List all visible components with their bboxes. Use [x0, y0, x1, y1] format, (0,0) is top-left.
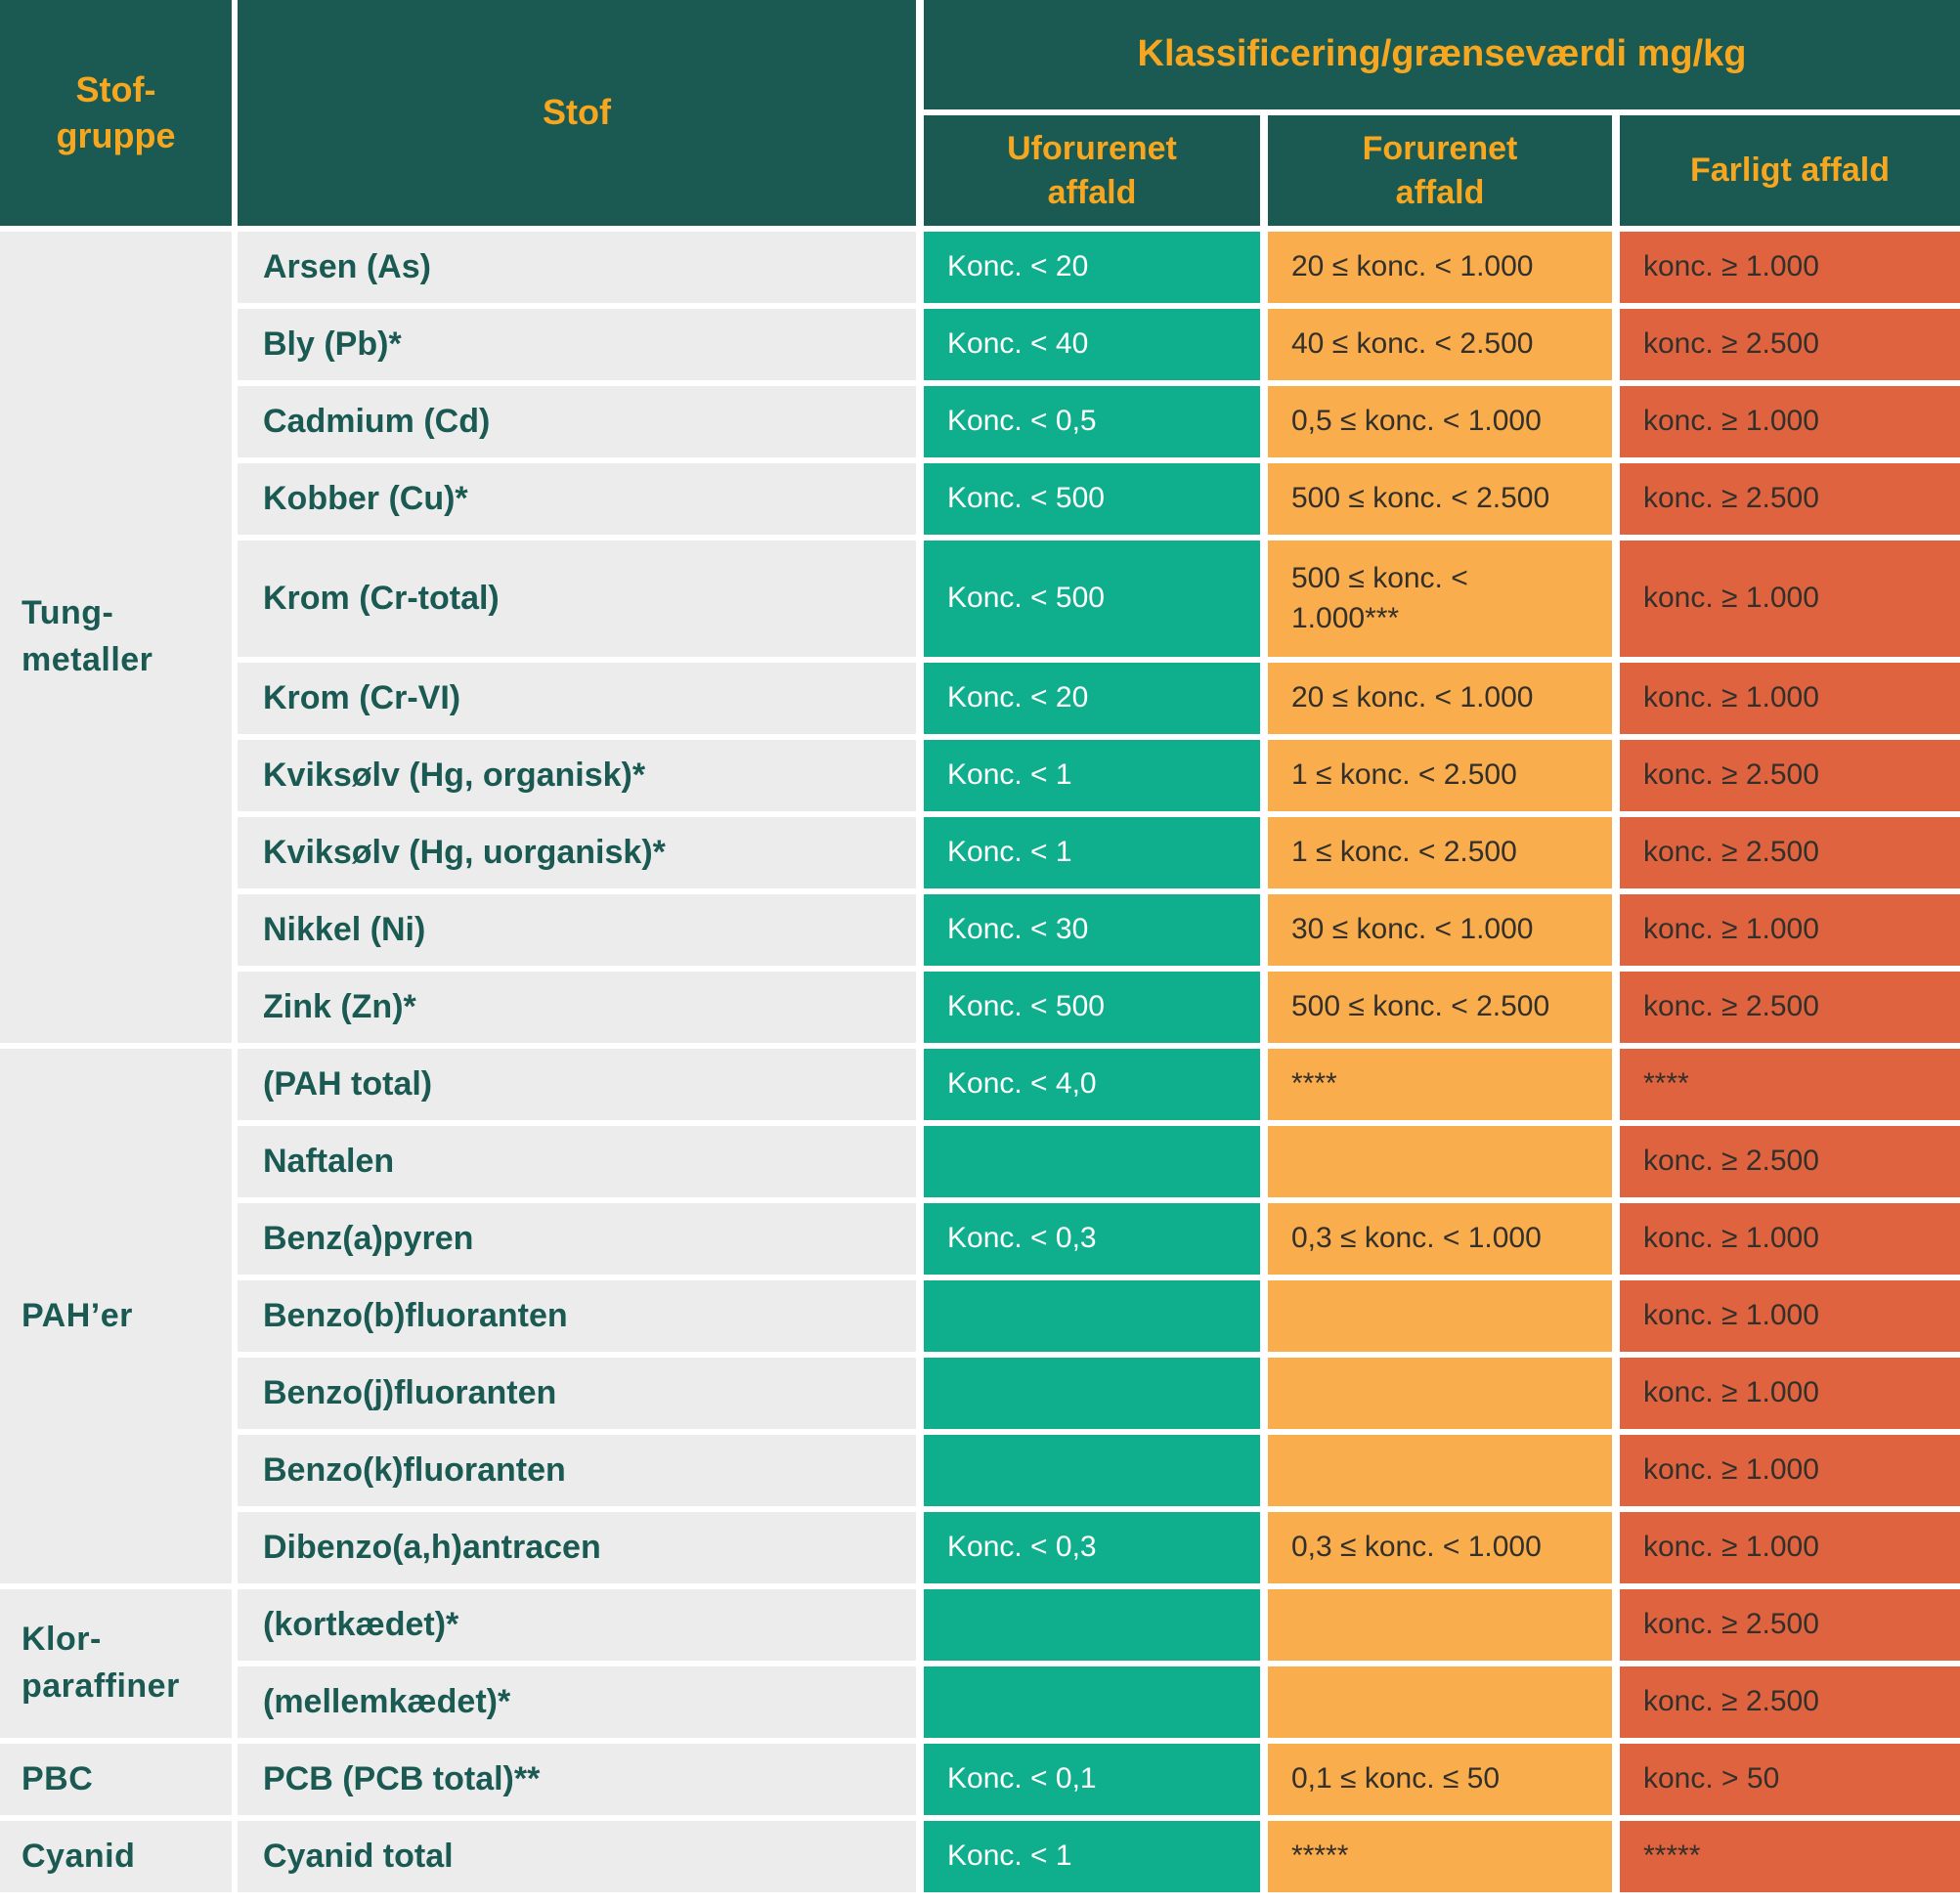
uforurenet-limit-cell [924, 1666, 1260, 1738]
uforurenet-limit-cell: Konc. < 0,1 [924, 1744, 1260, 1815]
uforurenet-limit-cell [924, 1280, 1260, 1352]
forurenet-limit-cell: 30 ≤ konc. < 1.000 [1268, 894, 1612, 966]
substance-cell: (PAH total) [238, 1049, 916, 1120]
forurenet-limit-cell [1268, 1126, 1612, 1197]
substance-cell: PCB (PCB total)** [238, 1744, 916, 1815]
header-classification-title: Klassificering/grænseværdi mg/kg [924, 0, 1960, 109]
forurenet-limit-cell: **** [1268, 1049, 1612, 1120]
forurenet-limit-cell: 0,3 ≤ konc. < 1.000 [1268, 1203, 1612, 1275]
substance-cell: Arsen (As) [238, 232, 916, 303]
farligt-limit-cell: konc. > 50 [1620, 1744, 1960, 1815]
farligt-limit-cell: konc. ≥ 1.000 [1620, 1203, 1960, 1275]
substance-cell: Naftalen [238, 1126, 916, 1197]
uforurenet-limit-cell: Konc. < 40 [924, 309, 1260, 380]
substance-cell: Krom (Cr-total) [238, 541, 916, 657]
header-stofgruppe: Stof-gruppe [0, 0, 232, 226]
uforurenet-limit-cell: Konc. < 20 [924, 663, 1260, 734]
substance-cell: Kviksølv (Hg, uorganisk)* [238, 817, 916, 888]
farligt-limit-cell: konc. ≥ 1.000 [1620, 663, 1960, 734]
farligt-limit-cell: konc. ≥ 1.000 [1620, 1435, 1960, 1506]
forurenet-limit-cell: 0,5 ≤ konc. < 1.000 [1268, 386, 1612, 457]
uforurenet-limit-cell: Konc. < 1 [924, 740, 1260, 811]
uforurenet-limit-cell: Konc. < 0,3 [924, 1512, 1260, 1583]
uforurenet-limit-cell: Konc. < 4,0 [924, 1049, 1260, 1120]
uforurenet-limit-cell: Konc. < 1 [924, 1821, 1260, 1892]
forurenet-limit-cell: 20 ≤ konc. < 1.000 [1268, 232, 1612, 303]
farligt-limit-cell: konc. ≥ 2.500 [1620, 1666, 1960, 1738]
uforurenet-limit-cell: Konc. < 500 [924, 541, 1260, 657]
header-stof: Stof [238, 0, 916, 226]
uforurenet-limit-cell: Konc. < 500 [924, 972, 1260, 1043]
uforurenet-limit-cell [924, 1435, 1260, 1506]
farligt-limit-cell: konc. ≥ 1.000 [1620, 894, 1960, 966]
forurenet-limit-cell: 500 ≤ konc. < 1.000*** [1268, 541, 1612, 657]
forurenet-limit-cell: 500 ≤ konc. < 2.500 [1268, 972, 1612, 1043]
forurenet-limit-cell [1268, 1589, 1612, 1661]
farligt-limit-cell: konc. ≥ 1.000 [1620, 232, 1960, 303]
substance-cell: Zink (Zn)* [238, 972, 916, 1043]
uforurenet-limit-cell [924, 1358, 1260, 1429]
forurenet-limit-cell: ***** [1268, 1821, 1612, 1892]
forurenet-limit-cell: 500 ≤ konc. < 2.500 [1268, 463, 1612, 535]
farligt-limit-cell: **** [1620, 1049, 1960, 1120]
substance-cell: Dibenzo(a,h)antracen [238, 1512, 916, 1583]
substance-cell: Kobber (Cu)* [238, 463, 916, 535]
uforurenet-limit-cell: Konc. < 0,5 [924, 386, 1260, 457]
farligt-limit-cell: konc. ≥ 2.500 [1620, 1589, 1960, 1661]
farligt-limit-cell: konc. ≥ 2.500 [1620, 740, 1960, 811]
group-cell: PBC [0, 1744, 232, 1815]
farligt-limit-cell: ***** [1620, 1821, 1960, 1892]
forurenet-limit-cell: 1 ≤ konc. < 2.500 [1268, 817, 1612, 888]
farligt-limit-cell: konc. ≥ 1.000 [1620, 1358, 1960, 1429]
farligt-limit-cell: konc. ≥ 2.500 [1620, 817, 1960, 888]
substance-cell: (kortkædet)* [238, 1589, 916, 1661]
farligt-limit-cell: konc. ≥ 2.500 [1620, 309, 1960, 380]
forurenet-limit-cell: 0,3 ≤ konc. < 1.000 [1268, 1512, 1612, 1583]
uforurenet-limit-cell: Konc. < 20 [924, 232, 1260, 303]
farligt-limit-cell: konc. ≥ 2.500 [1620, 972, 1960, 1043]
uforurenet-limit-cell: Konc. < 1 [924, 817, 1260, 888]
farligt-limit-cell: konc. ≥ 1.000 [1620, 1280, 1960, 1352]
substance-cell: Cadmium (Cd) [238, 386, 916, 457]
substance-cell: Benzo(j)fluoranten [238, 1358, 916, 1429]
farligt-limit-cell: konc. ≥ 2.500 [1620, 463, 1960, 535]
farligt-limit-cell: konc. ≥ 1.000 [1620, 386, 1960, 457]
forurenet-limit-cell [1268, 1358, 1612, 1429]
substance-cell: Bly (Pb)* [238, 309, 916, 380]
substance-cell: (mellemkædet)* [238, 1666, 916, 1738]
substance-cell: Benzo(b)fluoranten [238, 1280, 916, 1352]
substance-cell: Benzo(k)fluoranten [238, 1435, 916, 1506]
header-forurenet-affald: Forurenet affald [1268, 115, 1612, 226]
substance-cell: Kviksølv (Hg, organisk)* [238, 740, 916, 811]
substance-cell: Benz(a)pyren [238, 1203, 916, 1275]
substance-cell: Nikkel (Ni) [238, 894, 916, 966]
farligt-limit-cell: konc. ≥ 1.000 [1620, 1512, 1960, 1583]
group-cell: Tung-metaller [0, 232, 232, 1043]
forurenet-limit-cell: 1 ≤ konc. < 2.500 [1268, 740, 1612, 811]
farligt-limit-cell: konc. ≥ 1.000 [1620, 541, 1960, 657]
uforurenet-limit-cell [924, 1126, 1260, 1197]
forurenet-limit-cell [1268, 1435, 1612, 1506]
forurenet-limit-cell: 20 ≤ konc. < 1.000 [1268, 663, 1612, 734]
header-farligt-affald: Farligt affald [1620, 115, 1960, 226]
group-cell: Cyanid [0, 1821, 232, 1892]
forurenet-limit-cell: 0,1 ≤ konc. ≤ 50 [1268, 1744, 1612, 1815]
uforurenet-limit-cell [924, 1589, 1260, 1661]
uforurenet-limit-cell: Konc. < 500 [924, 463, 1260, 535]
group-cell: Klor-paraffiner [0, 1589, 232, 1738]
substance-cell: Cyanid total [238, 1821, 916, 1892]
forurenet-limit-cell [1268, 1280, 1612, 1352]
group-cell: PAH’er [0, 1049, 232, 1583]
forurenet-limit-cell: 40 ≤ konc. < 2.500 [1268, 309, 1612, 380]
farligt-limit-cell: konc. ≥ 2.500 [1620, 1126, 1960, 1197]
uforurenet-limit-cell: Konc. < 0,3 [924, 1203, 1260, 1275]
forurenet-limit-cell [1268, 1666, 1612, 1738]
uforurenet-limit-cell: Konc. < 30 [924, 894, 1260, 966]
substance-cell: Krom (Cr-VI) [238, 663, 916, 734]
header-uforurenet-affald: Uforurenet affald [924, 115, 1260, 226]
